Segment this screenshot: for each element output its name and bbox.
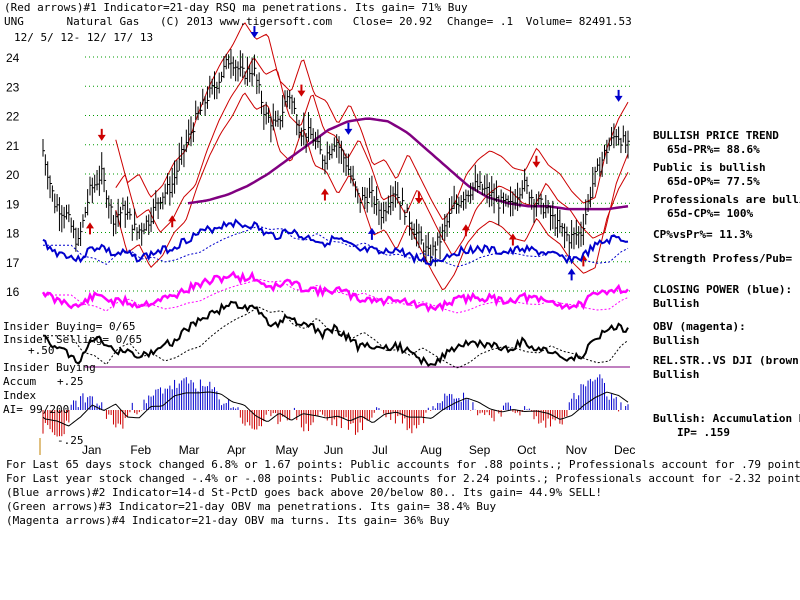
plus25-label: +.25 xyxy=(57,375,84,388)
date-range: 12/ 5/ 12- 12/ 17/ 13 xyxy=(14,31,154,44)
obv-line xyxy=(41,270,629,313)
header-line2: UNG Natural Gas (C) 2013 www.tigersoft.c… xyxy=(4,15,632,28)
y-tick-label: 24 xyxy=(6,51,20,65)
indicator-lines xyxy=(41,218,629,369)
cpvspr-value: CP%vsPr%= 11.3% xyxy=(653,228,753,241)
close-label: Close= xyxy=(352,15,393,28)
ma-line xyxy=(187,117,629,211)
month-label: Nov xyxy=(566,443,587,457)
change-label: Change= xyxy=(446,15,494,28)
y-tick-label: 17 xyxy=(6,256,20,270)
footer-line5: (Magenta arrows)#4 Indicator=21-day OBV … xyxy=(6,514,450,527)
down-arrow-head xyxy=(97,134,106,141)
closing-power-line-ma xyxy=(43,225,629,268)
y-axis-ticks: 24 23 22 21 20 19 18 17 16 xyxy=(6,51,20,299)
down-arrow-head xyxy=(414,198,423,205)
op-value: 65d-OP%= 77.5% xyxy=(667,175,760,188)
y-tick-label: 18 xyxy=(6,227,20,241)
price-gridlines xyxy=(39,56,630,455)
insider-selling-ratio: Insider Selling= 0/65 xyxy=(3,333,143,346)
month-label: Jul xyxy=(372,443,387,457)
public-title: Public is bullish xyxy=(653,161,766,174)
ai-label: AI= 99/200 xyxy=(3,403,70,416)
up-arrow-head xyxy=(567,268,576,275)
down-arrow-head xyxy=(532,161,541,168)
month-label: Feb xyxy=(130,443,151,457)
month-label: Sep xyxy=(469,443,491,457)
x-axis-months: Jan Feb Mar Apr May Jun Jul Aug Sep Oct Nov Dec xyxy=(82,443,635,457)
down-arrow-head xyxy=(297,90,306,97)
footer-line4: (Green arrows)#3 Indicator=21-day OBV ma… xyxy=(6,500,497,513)
y-tick-label: 22 xyxy=(6,110,20,124)
change-value: .1 xyxy=(499,15,514,28)
middle-band xyxy=(115,57,629,256)
y-tick-label: 19 xyxy=(6,197,20,211)
upper-band xyxy=(115,22,629,221)
relstr-title: REL.STR..VS DJI (brown) xyxy=(653,354,800,367)
up-arrow-head xyxy=(168,215,177,222)
closing-power-line xyxy=(42,218,629,267)
minus25-label: -.25 xyxy=(57,434,84,447)
price-trend-title: BULLISH PRICE TREND xyxy=(653,129,779,142)
up-arrow-head xyxy=(508,233,517,240)
stock-name: Natural Gas xyxy=(66,15,140,28)
y-tick-label: 20 xyxy=(6,168,20,182)
insider-buying-label: Insider Buying xyxy=(3,361,96,374)
month-label: Oct xyxy=(517,443,536,457)
index-label: Index xyxy=(3,389,37,402)
accum-status: Bullish: Accumulation Risi xyxy=(653,412,800,425)
ip-value: IP= .159 xyxy=(677,426,730,439)
obv-line-ma xyxy=(43,278,629,314)
volume-value: 82491.53 xyxy=(578,15,632,28)
month-label: Apr xyxy=(227,443,246,457)
signal-arrows xyxy=(85,26,623,281)
footer-line1: For Last 65 days stock changed 6.8% or 1… xyxy=(6,458,800,471)
footer-line2: For Last year stock changed -.4% or -.08… xyxy=(6,472,800,485)
accum-ma-line xyxy=(42,391,629,427)
month-label: Jun xyxy=(324,443,343,457)
symbol: UNG xyxy=(4,15,24,28)
up-arrow-head xyxy=(367,227,376,234)
down-arrow-head xyxy=(614,95,623,102)
relstr-value: Bullish xyxy=(653,368,700,381)
plus50-label: +.50 xyxy=(28,344,55,357)
y-tick-label: 16 xyxy=(6,285,20,299)
pros-title: Professionals are bullish xyxy=(653,193,800,206)
pr-value: 65d-PR%= 88.6% xyxy=(667,143,760,156)
relstr-line xyxy=(42,300,629,367)
moving-average xyxy=(187,117,629,211)
footer-line3: (Blue arrows)#2 Indicator=14-d St-PctD g… xyxy=(6,486,603,499)
up-arrow-head xyxy=(320,188,329,195)
month-label: Aug xyxy=(421,443,442,457)
month-label: Mar xyxy=(179,443,200,457)
accum-label: Accum xyxy=(3,375,37,388)
closing-power-title: CLOSING POWER (blue): xyxy=(653,283,793,296)
up-arrow-head xyxy=(85,222,94,229)
copyright: (C) 2013 www.tigersoft.com xyxy=(159,15,333,28)
y-tick-label: 23 xyxy=(6,80,20,94)
month-label: Jan xyxy=(82,443,101,457)
obv-title: OBV (magenta): xyxy=(653,320,746,333)
closing-power-value: Bullish xyxy=(653,297,700,310)
header-line1: (Red arrows)#1 Indicator=21-day RSQ ma p… xyxy=(4,1,468,14)
obv-value: Bullish xyxy=(653,334,700,347)
y-tick-label: 21 xyxy=(6,139,20,153)
month-label: Dec xyxy=(614,443,635,457)
insider-buying-ratio: Insider Buying= 0/65 xyxy=(3,320,136,333)
down-arrow-head xyxy=(250,32,259,39)
price-bars xyxy=(42,49,630,267)
cp-value: 65d-CP%= 100% xyxy=(667,207,754,220)
down-arrow-head xyxy=(344,128,353,135)
close-value: 20.92 xyxy=(399,15,433,28)
volume-label: Volume= xyxy=(525,15,573,28)
relstr-line-ma xyxy=(43,306,629,369)
month-label: May xyxy=(275,443,298,457)
accumulation-histogram xyxy=(42,374,629,437)
strength-value: Strength Profess/Pub= .9 xyxy=(653,252,800,265)
up-arrow-head xyxy=(461,224,470,231)
bollinger-bands xyxy=(115,22,629,291)
